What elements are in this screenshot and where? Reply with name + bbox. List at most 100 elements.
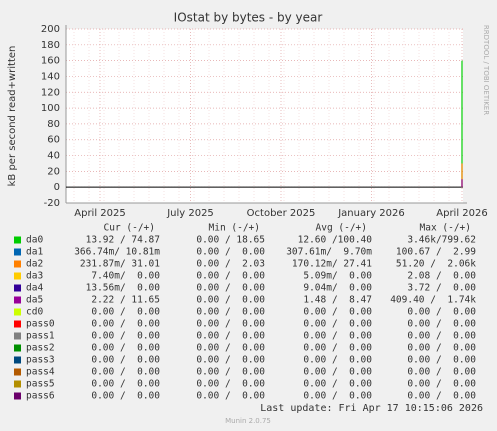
legend-swatch (14, 260, 21, 268)
legend-value: 0.00 / 0.00 (407, 307, 476, 318)
legend-value: 13.56m/ 0.00 (86, 283, 161, 294)
legend-value: 3.72 / 0.00 (407, 283, 476, 294)
legend-value: 0.00 / 0.00 (196, 319, 265, 330)
legend-value: 0.00 / 0.00 (196, 355, 265, 366)
legend-value: 0.00 / 0.00 (91, 391, 160, 402)
legend-value: 9.04m/ 0.00 (303, 283, 372, 294)
legend-value: 0.00 / 0.00 (196, 379, 265, 390)
x-tick-label: July 2025 (166, 208, 214, 219)
y-tick-label: 0 (54, 182, 60, 193)
legend-value: 0.00 / 0.00 (196, 247, 265, 258)
legend-value: 0.00 / 0.00 (303, 391, 372, 402)
legend-name: cd0 (26, 307, 43, 318)
legend-value: 0.00 / 0.00 (91, 355, 160, 366)
legend-name: pass5 (26, 379, 55, 390)
legend-value: 0.00 / 0.00 (407, 391, 476, 402)
x-tick-label: April 2026 (436, 208, 487, 219)
y-tick-label: 160 (41, 56, 60, 67)
legend-value: 0.00 / 18.65 (196, 235, 265, 246)
legend-value: 12.60 /100.40 (298, 235, 373, 246)
legend-swatch (14, 356, 21, 364)
legend-value: 0.00 / 0.00 (303, 331, 372, 342)
legend-value: 2.22 / 11.65 (91, 295, 160, 306)
legend-value: 0.00 / 0.00 (91, 379, 160, 390)
legend-value: 170.12m/ 27.41 (292, 259, 372, 270)
legend-value: 3.46k/799.62 (407, 235, 476, 246)
y-tick-label: 80 (47, 119, 60, 130)
y-tick-label: 180 (41, 40, 60, 51)
legend-swatch (14, 368, 21, 376)
legend-value: 0.00 / 0.00 (303, 343, 372, 354)
y-tick-label: 60 (47, 135, 60, 146)
legend-value: 231.87m/ 31.01 (80, 259, 160, 270)
legend-value: 5.09m/ 0.00 (303, 271, 372, 282)
legend-value: 0.00 / 0.00 (303, 307, 372, 318)
legend-name: da5 (26, 295, 43, 306)
column-header: Avg (-/+) (316, 223, 367, 234)
column-header: Min (-/+) (209, 223, 260, 234)
legend-value: 1.48 / 8.47 (303, 295, 372, 306)
legend-value: 0.00 / 0.00 (196, 283, 265, 294)
legend-value: 13.92 / 74.87 (86, 235, 160, 246)
legend-name: da2 (26, 259, 43, 270)
legend-swatch (14, 332, 21, 340)
legend-name: da0 (26, 235, 43, 246)
column-header: Cur (-/+) (104, 223, 155, 234)
legend-value: 0.00 / 0.00 (196, 331, 265, 342)
legend-swatch (14, 284, 21, 292)
legend-value: 0.00 / 0.00 (91, 307, 160, 318)
y-tick-label: 140 (41, 71, 60, 82)
legend-swatch (14, 248, 21, 256)
legend-value: 307.61m/ 9.70m (286, 247, 372, 258)
legend-name: pass4 (26, 367, 55, 378)
legend-value: 0.00 / 0.00 (196, 391, 265, 402)
legend-swatch (14, 344, 21, 352)
legend-value: 100.67 / 2.99 (396, 247, 476, 258)
legend-name: pass1 (26, 331, 55, 342)
legend-swatch (14, 392, 21, 400)
legend-value: 0.00 / 0.00 (91, 367, 160, 378)
legend-value: 0.00 / 0.00 (91, 319, 160, 330)
legend-value: 0.00 / 0.00 (196, 295, 265, 306)
legend-value: 0.00 / 0.00 (407, 331, 476, 342)
x-tick-label: October 2025 (247, 208, 316, 219)
legend-value: 0.00 / 0.00 (91, 331, 160, 342)
legend-value: 0.00 / 0.00 (303, 355, 372, 366)
legend-swatch (14, 380, 21, 388)
legend-name: da4 (26, 283, 43, 294)
y-tick-label: 120 (41, 87, 60, 98)
legend-swatch (14, 296, 21, 304)
legend-name: pass3 (26, 355, 55, 366)
legend-value: 0.00 / 0.00 (91, 343, 160, 354)
last-update: Last update: Fri Apr 17 10:15:06 2026 (260, 403, 483, 414)
legend-value: 2.08 / 0.00 (407, 271, 476, 282)
legend-value: 0.00 / 0.00 (303, 319, 372, 330)
legend-value: 0.00 / 2.03 (196, 259, 265, 270)
legend-value: 409.40 / 1.74k (390, 295, 476, 306)
y-axis-label: kB per second read+written (7, 46, 18, 187)
legend-name: pass6 (26, 391, 55, 402)
footer: Munin 2.0.75 (225, 417, 271, 425)
legend-swatch (14, 308, 21, 316)
legend-value: 0.00 / 0.00 (407, 367, 476, 378)
legend-value: 51.20 / 2.06k (396, 259, 476, 270)
legend-value: 0.00 / 0.00 (196, 307, 265, 318)
y-tick-label: 100 (41, 103, 60, 114)
plot-area (66, 29, 463, 203)
legend-value: 0.00 / 0.00 (407, 355, 476, 366)
legend-value: 7.40m/ 0.00 (91, 271, 160, 282)
x-tick-label: April 2025 (74, 208, 125, 219)
legend-swatch (14, 236, 21, 244)
legend-name: da3 (26, 271, 43, 282)
legend-value: 0.00 / 0.00 (196, 343, 265, 354)
y-tick-label: 40 (47, 151, 60, 162)
legend-value: 0.00 / 0.00 (196, 367, 265, 378)
chart-title: IOstat by bytes - by year (174, 11, 323, 25)
y-tick-label: 200 (41, 24, 60, 35)
legend-swatch (14, 320, 21, 328)
legend-swatch (14, 272, 21, 280)
legend-value: 0.00 / 0.00 (196, 271, 265, 282)
legend-value: 0.00 / 0.00 (303, 379, 372, 390)
